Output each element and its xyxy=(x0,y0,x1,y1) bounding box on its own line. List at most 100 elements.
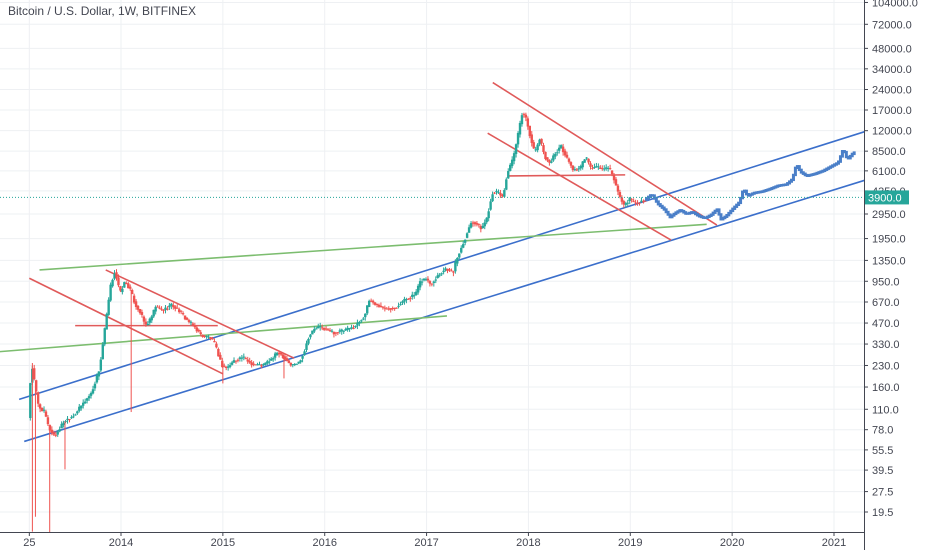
projection-bar xyxy=(690,211,694,215)
candle-body xyxy=(367,300,371,308)
candle-body xyxy=(354,325,357,328)
projection-bar xyxy=(676,210,680,214)
chart-title: Bitcoin / U.S. Dollar, 1W, BITFINEX xyxy=(8,4,197,18)
candle-body xyxy=(632,200,635,202)
candle-body xyxy=(279,352,283,355)
candle-body xyxy=(119,286,122,291)
candle-body xyxy=(467,227,471,233)
candle-body xyxy=(442,270,445,273)
projection-bar xyxy=(799,168,803,174)
candle-body xyxy=(99,359,103,371)
candle-body xyxy=(281,354,285,359)
candle-body xyxy=(630,199,633,201)
candle-body xyxy=(565,154,569,158)
candle-body xyxy=(460,247,463,253)
candle-body xyxy=(526,118,530,127)
projection-bar xyxy=(705,215,709,220)
candle-body xyxy=(309,334,312,338)
candle-body xyxy=(207,336,210,338)
candle-body xyxy=(324,328,328,330)
candle-body xyxy=(514,144,518,154)
candle-body xyxy=(50,429,54,433)
candle-body xyxy=(170,303,173,306)
projection-bar xyxy=(846,155,850,160)
candle-body xyxy=(150,316,153,321)
candle-body xyxy=(477,224,481,226)
projection-bar xyxy=(756,191,760,194)
y-tick-label: 1350.0 xyxy=(872,255,906,267)
projection-bar xyxy=(766,188,770,192)
candle-body xyxy=(215,343,218,348)
projection-bar xyxy=(813,172,817,176)
candle-body xyxy=(322,327,326,330)
candle-body xyxy=(489,201,492,210)
projection-bar xyxy=(688,211,692,215)
candle-body xyxy=(495,190,498,193)
candle-body xyxy=(563,150,567,156)
trendline xyxy=(492,81,718,226)
candle-body xyxy=(520,115,524,125)
candle-body xyxy=(446,268,449,272)
projection-bar xyxy=(741,190,745,200)
y-tick-label: 72000.0 xyxy=(872,19,912,31)
projection-bar xyxy=(819,170,823,174)
candle-body xyxy=(319,326,322,328)
candle-body xyxy=(618,192,622,197)
candle-body xyxy=(111,279,114,287)
candle-body xyxy=(87,396,91,399)
candle-body xyxy=(211,338,214,340)
candle-body xyxy=(424,279,428,281)
candle-body xyxy=(528,125,531,137)
candle-body xyxy=(217,348,220,357)
candle-body xyxy=(199,332,202,335)
candle-body xyxy=(183,315,187,320)
x-tick-label: 2020 xyxy=(720,537,744,549)
y-tick-label: 17000.0 xyxy=(872,105,912,117)
candle-body xyxy=(585,157,588,159)
candle-body xyxy=(52,432,56,435)
candle-body xyxy=(434,279,437,281)
candle-body xyxy=(422,278,426,281)
candle-body xyxy=(403,298,406,302)
candle-body xyxy=(273,353,277,358)
y-tick-label: 230.0 xyxy=(872,360,900,372)
candle-body xyxy=(405,299,408,301)
candle-body xyxy=(612,174,616,181)
candle-body xyxy=(89,393,93,396)
candle-body xyxy=(83,401,87,404)
candle-body xyxy=(532,142,535,149)
projection-bar xyxy=(713,209,717,214)
candle-body xyxy=(413,295,416,297)
candle-body xyxy=(346,327,349,330)
projection-bar xyxy=(742,189,746,193)
candle-body xyxy=(275,352,279,356)
candle-body xyxy=(454,262,457,272)
candle-body xyxy=(624,203,627,205)
candle-body xyxy=(603,168,606,170)
trendlines xyxy=(0,81,864,443)
candle-body xyxy=(352,327,355,330)
candle-body xyxy=(589,163,592,167)
candle-body xyxy=(320,327,324,329)
candle-body xyxy=(81,402,85,406)
candle-body xyxy=(240,357,244,359)
candle-body xyxy=(608,168,612,170)
candle-body xyxy=(162,309,165,311)
candle-body xyxy=(334,332,338,334)
candle-body xyxy=(326,329,330,331)
candle-body xyxy=(258,364,261,366)
candle-body xyxy=(295,363,298,365)
candle-body xyxy=(213,341,216,343)
projection-bar xyxy=(844,150,848,159)
candle-body xyxy=(291,364,294,366)
projection-bar xyxy=(731,207,735,213)
projection xyxy=(645,150,856,221)
projection-bar xyxy=(684,211,688,215)
candle-body xyxy=(493,192,496,194)
candle-body xyxy=(395,307,398,309)
candle-body xyxy=(29,383,32,418)
candle-body xyxy=(305,343,308,350)
projection-bar xyxy=(762,189,766,193)
candle-body xyxy=(142,316,146,322)
candle-body xyxy=(550,161,553,163)
